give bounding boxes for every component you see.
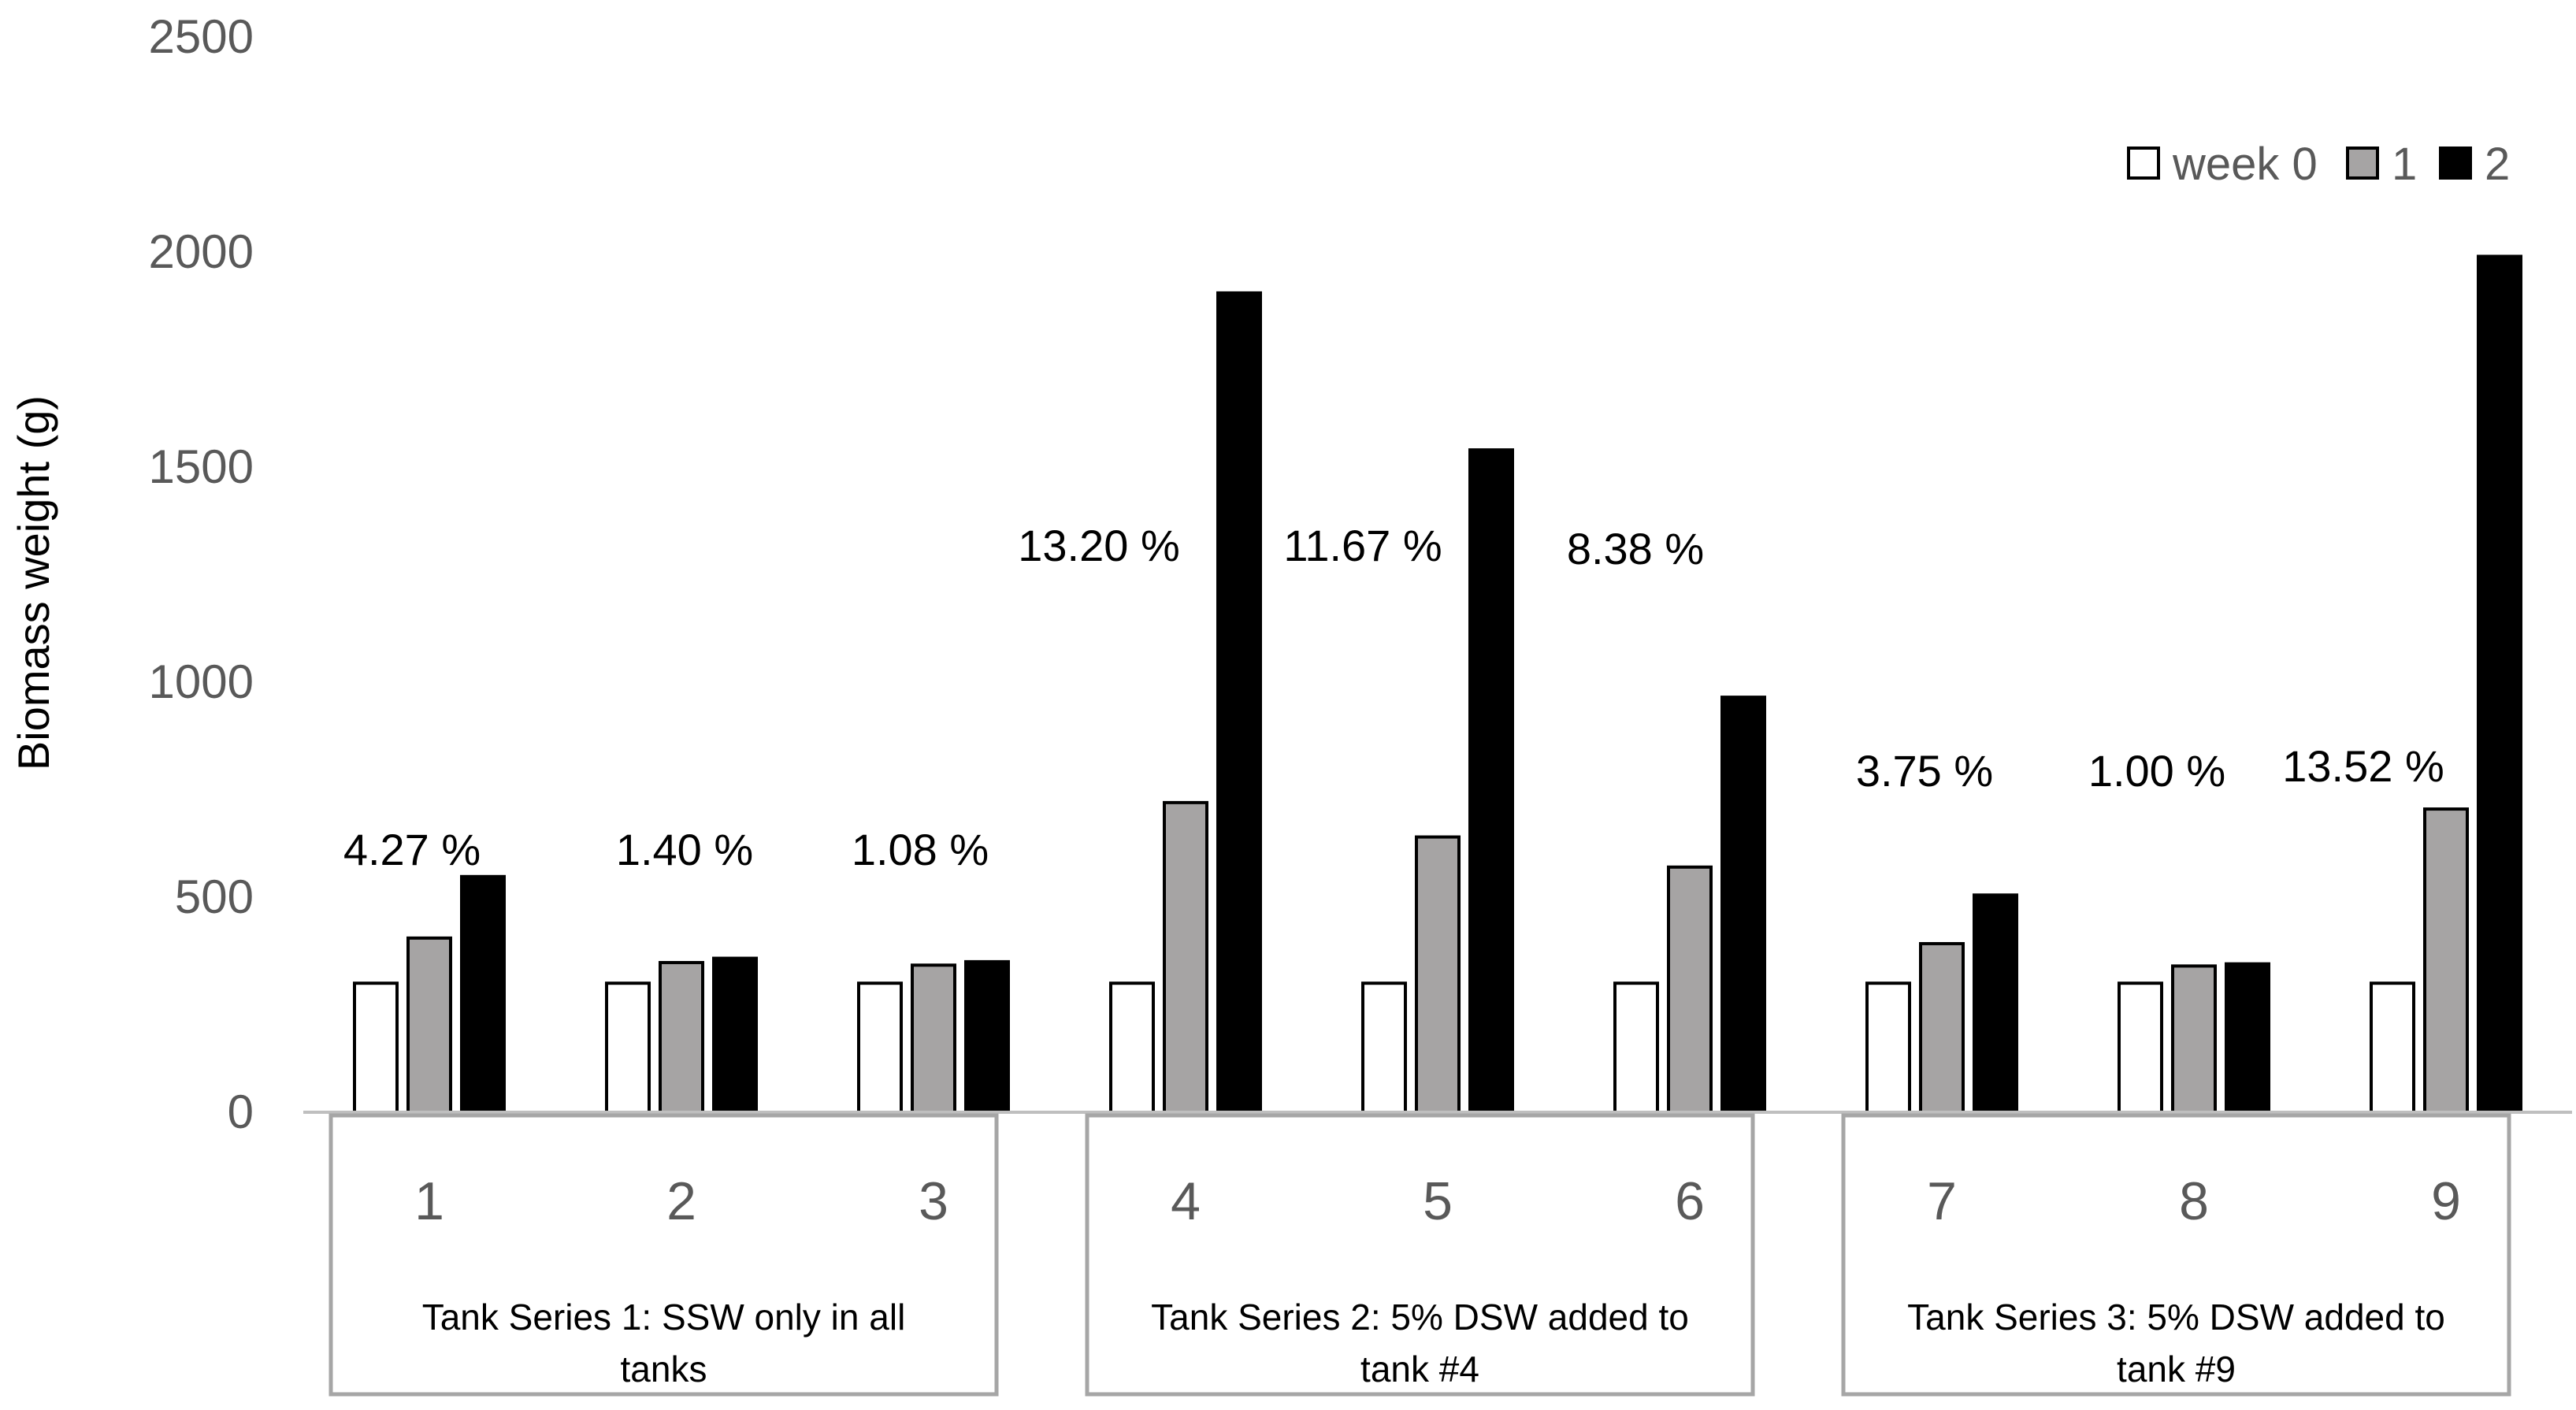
bar-tank-4-series-2 [1163, 800, 1208, 1114]
y-tick-label: 0 [228, 1085, 254, 1138]
x-tick-label-tank-2: 2 [666, 1171, 696, 1231]
bar-tank-4-series-1 [1109, 981, 1155, 1114]
growth-label-tank-7: 3.75 % [1856, 746, 1993, 796]
legend-label-3: 2 [2485, 139, 2510, 190]
growth-label-tank-8: 1.00 % [2088, 746, 2225, 796]
x-tick-label-tank-8: 8 [2179, 1171, 2209, 1231]
bar-tank-3-series-1 [857, 981, 903, 1114]
growth-label-tank-3: 1.08 % [852, 825, 989, 874]
bar-tank-3-series-2 [911, 963, 956, 1114]
y-axis-ticks: 0 500 1000 1500 2000 2500 [149, 10, 254, 1138]
legend: week 0 1 2 [2127, 139, 2510, 190]
bar-tank-8-series-2 [2171, 964, 2217, 1114]
y-tick-label: 1000 [149, 655, 254, 708]
y-tick-label: 500 [175, 870, 254, 923]
bar-tank-2-series-3 [712, 956, 758, 1114]
y-axis-label: Biomass weight (g) [9, 395, 58, 770]
bar-tank-3-series-3 [964, 959, 1010, 1115]
legend-label-1: week 0 [2172, 139, 2318, 190]
series-group-boxes: Tank Series 1: SSW only in all tanks Tank … [328, 1113, 2511, 1397]
series-group-label-3-line-1: Tank Series 3: 5% DSW added to [1907, 1297, 2445, 1338]
bars [353, 254, 2522, 1115]
bar-tank-8-series-1 [2118, 981, 2163, 1114]
y-tick-label: 2000 [149, 225, 254, 278]
bar-tank-6-series-3 [1720, 696, 1766, 1114]
x-tick-label-tank-3: 3 [919, 1171, 948, 1231]
x-tick-label-tank-9: 9 [2431, 1171, 2461, 1231]
series-group-label-2-line-1: Tank Series 2: 5% DSW added to [1151, 1297, 1689, 1338]
series-group-label-3-line-2: tank #9 [2117, 1349, 2236, 1390]
series-group-box-3 [1841, 1113, 2511, 1397]
bar-tank-5-series-2 [1415, 835, 1461, 1115]
series-group-label-1-line-2: tanks [621, 1349, 707, 1390]
growth-label-tank-4: 13.20 % [1018, 521, 1180, 570]
bar-tank-7-series-2 [1919, 941, 1965, 1115]
bar-tank-1-series-3 [460, 874, 506, 1114]
bar-tank-7-series-3 [1973, 893, 2018, 1115]
bar-tank-1-series-1 [353, 981, 399, 1114]
x-axis-categories: 1 2 3 4 5 6 7 8 9 [414, 1171, 2461, 1231]
bar-tank-2-series-1 [605, 981, 651, 1114]
bar-tank-5-series-3 [1468, 448, 1514, 1114]
x-tick-label-tank-1: 1 [414, 1171, 444, 1231]
bar-tank-4-series-3 [1216, 291, 1262, 1114]
y-tick-label: 2500 [149, 10, 254, 63]
legend-swatch-1 [2127, 147, 2160, 180]
bar-tank-9-series-2 [2423, 807, 2469, 1114]
growth-label-tank-9: 13.52 % [2282, 741, 2444, 791]
growth-label-tank-5: 11.67 % [1283, 521, 1442, 570]
legend-swatch-3 [2439, 147, 2472, 180]
growth-labels: 4.27 % 1.40 % 1.08 % 13.20 % 11.67 % 8.38 % 3.… [343, 521, 2444, 874]
bar-tank-6-series-1 [1613, 981, 1659, 1114]
y-tick-label: 1500 [149, 440, 254, 493]
legend-swatch-2 [2346, 147, 2379, 180]
x-tick-label-tank-6: 6 [1675, 1171, 1705, 1231]
series-group-label-2-line-2: tank #4 [1360, 1349, 1479, 1390]
bar-tank-9-series-3 [2477, 254, 2522, 1115]
x-tick-label-tank-5: 5 [1423, 1171, 1453, 1231]
x-tick-label-tank-4: 4 [1171, 1171, 1201, 1231]
bar-tank-5-series-1 [1361, 981, 1407, 1114]
series-group-label-1-line-1: Tank Series 1: SSW only in all [422, 1297, 906, 1338]
growth-label-tank-2: 1.40 % [616, 825, 753, 874]
bar-tank-2-series-2 [659, 960, 704, 1114]
bar-tank-8-series-3 [2225, 962, 2270, 1114]
growth-label-tank-1: 4.27 % [343, 825, 481, 874]
bar-tank-1-series-2 [406, 936, 452, 1114]
x-tick-label-tank-7: 7 [1927, 1171, 1957, 1231]
bar-tank-6-series-2 [1667, 865, 1713, 1115]
growth-label-tank-6: 8.38 % [1567, 524, 1704, 573]
bar-tank-9-series-1 [2370, 981, 2415, 1114]
series-group-box-2 [1085, 1113, 1755, 1397]
series-group-box-1 [328, 1113, 999, 1397]
bar-tank-7-series-1 [1865, 981, 1911, 1114]
legend-label-2: 1 [2392, 139, 2417, 190]
